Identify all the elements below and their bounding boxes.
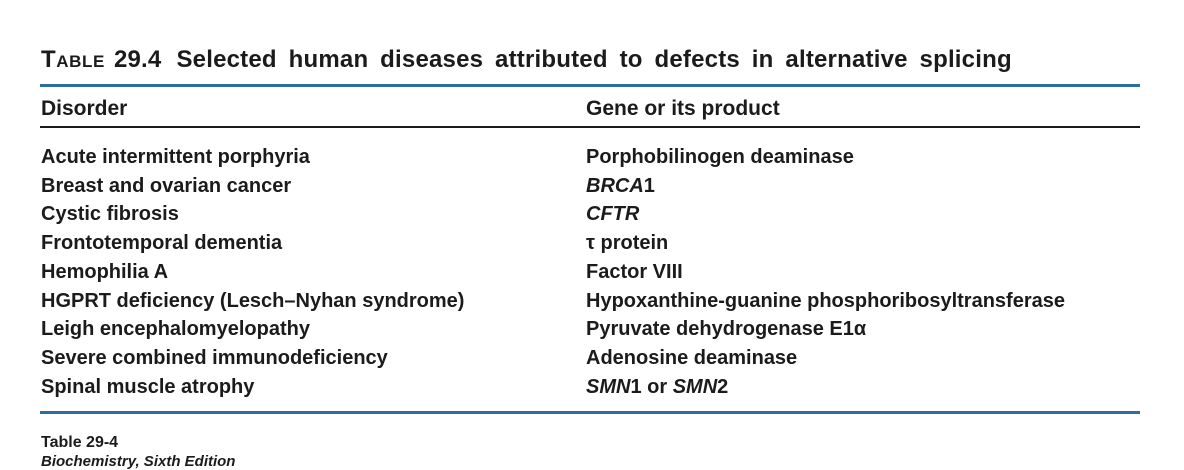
top-rule: [40, 84, 1140, 87]
gene-cell: Factor VIII: [586, 258, 1140, 287]
gene-segment: Pyruvate dehydrogenase E1α: [586, 318, 867, 341]
gene-cell: Porphobilinogen deaminase: [586, 143, 1140, 172]
gene-cell: Pyruvate dehydrogenase E1α: [586, 315, 1140, 344]
disorder-cell: Frontotemporal dementia: [41, 232, 283, 255]
disorder-cell: Breast and ovarian cancer: [41, 174, 292, 197]
footer-table-ref: Table 29-4: [41, 434, 119, 451]
gene-cell: Hypoxanthine-guanine phosphoribosyltrans…: [586, 287, 1140, 316]
gene-segment: CFTR: [586, 203, 640, 226]
gene-cell: CFTR: [586, 200, 1140, 229]
column-header-gene: Gene or its product: [586, 97, 780, 120]
table-row: Breast and ovarian cancer BRCA1: [41, 172, 1140, 201]
bottom-rule: [40, 411, 1140, 414]
footer-book-title: Biochemistry, Sixth Edition: [41, 453, 236, 470]
table-title-label: Table: [41, 46, 105, 73]
gene-segment: τ protein: [586, 232, 669, 255]
table-body: Acute intermittent porphyria Porphobilino…: [41, 143, 1140, 401]
gene-segment: 1: [643, 174, 655, 197]
table-row: Frontotemporal dementia τ protein: [41, 229, 1140, 258]
gene-segment: 2: [717, 375, 729, 398]
gene-cell: τ protein: [586, 229, 1140, 258]
table-row: HGPRT deficiency (Lesch–Nyhan syndrome) H…: [41, 287, 1140, 316]
gene-segment: Adenosine deaminase: [586, 346, 798, 369]
gene-segment: 1 or: [630, 375, 673, 398]
table-title-text: Selected human diseases attributed to de…: [176, 46, 1012, 73]
gene-segment: SMN: [672, 375, 718, 398]
table-row: Severe combined immunodeficiency Adenosin…: [41, 344, 1140, 373]
gene-cell: Adenosine deaminase: [586, 344, 1140, 373]
gene-segment: BRCA: [586, 174, 644, 197]
table-row: Hemophilia A Factor VIII: [41, 258, 1140, 287]
gene-segment: Factor VIII: [586, 260, 683, 283]
disorder-cell: Hemophilia A: [41, 260, 169, 283]
table-title-number: 29.4: [113, 46, 162, 73]
table-row: Cystic fibrosis CFTR: [41, 200, 1140, 229]
table-footer: Table 29-4 Biochemistry, Sixth Edition: [41, 434, 235, 470]
disorder-cell: Cystic fibrosis: [41, 203, 179, 226]
table-header: Disorder Gene or its product: [41, 97, 1140, 121]
disorder-cell: Severe combined immunodeficiency: [41, 346, 388, 369]
gene-cell: BRCA1: [586, 172, 1140, 201]
disorder-cell: Acute intermittent porphyria: [41, 146, 310, 168]
gene-segment: Porphobilinogen deaminase: [586, 146, 854, 168]
gene-cell: SMN1 or SMN2: [586, 373, 1140, 402]
disorder-cell: Spinal muscle atrophy: [41, 375, 255, 398]
gene-segment: SMN: [586, 375, 631, 398]
disorder-cell: HGPRT deficiency (Lesch–Nyhan syndrome): [41, 289, 465, 312]
table-row: Acute intermittent porphyria Porphobilino…: [41, 143, 1140, 172]
gene-segment: Hypoxanthine-guanine phosphoribosyltrans…: [586, 289, 1065, 312]
disorder-cell: Leigh encephalomyelopathy: [41, 318, 310, 341]
table-row: Leigh encephalomyelopathy Pyruvate dehydr…: [41, 315, 1140, 344]
header-rule: [40, 126, 1140, 128]
table-title: Table 29.4 Selected human diseases attribu…: [41, 46, 1012, 74]
table-row: Spinal muscle atrophy SMN1 or SMN2: [41, 373, 1140, 402]
column-header-disorder: Disorder: [41, 97, 128, 120]
